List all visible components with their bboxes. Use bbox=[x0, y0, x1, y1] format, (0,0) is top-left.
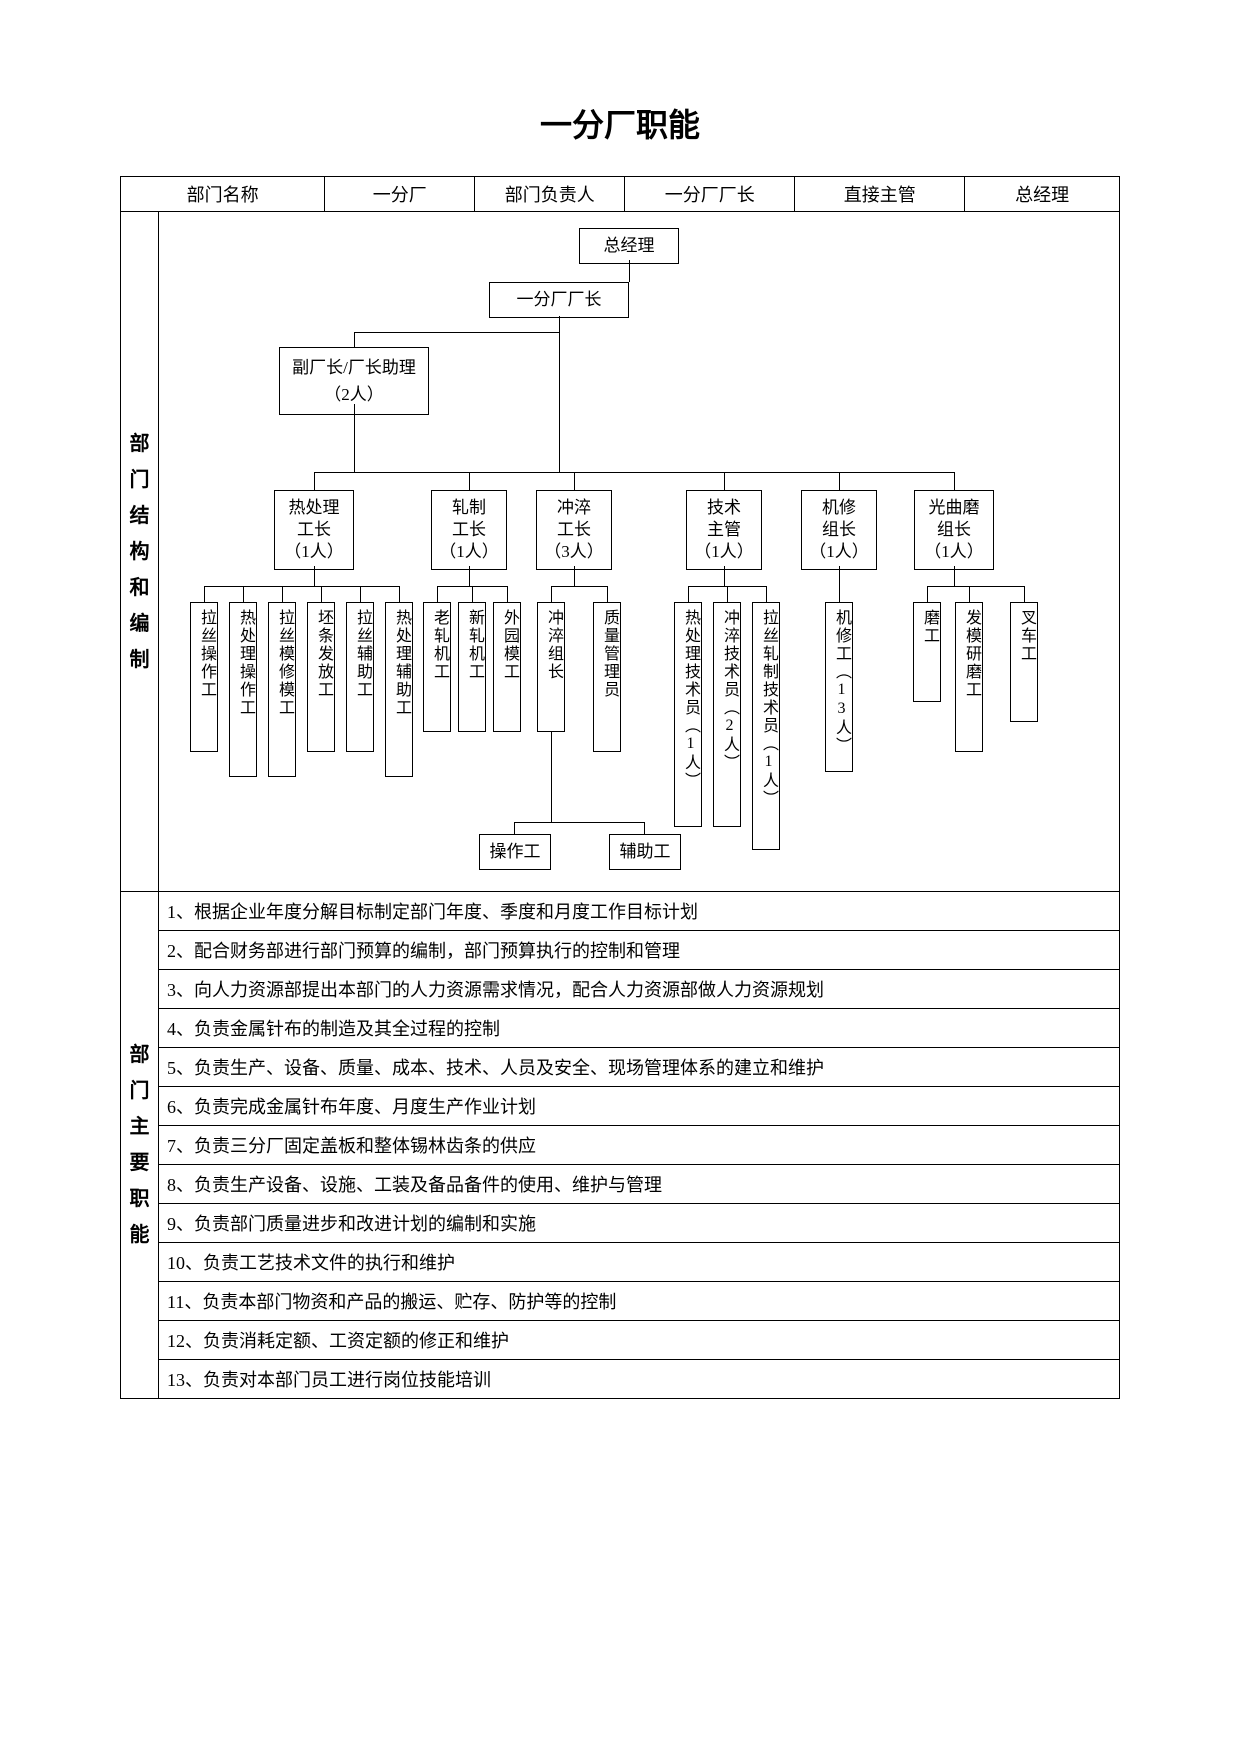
hdr-sup-label: 直接主管 bbox=[795, 177, 965, 212]
header-row: 部门名称 一分厂 部门负责人 一分厂厂长 直接主管 总经理 bbox=[121, 177, 1120, 212]
org-worker-02: 热处理操作工 bbox=[229, 602, 257, 777]
org-line bbox=[354, 404, 355, 472]
org-line bbox=[514, 822, 515, 834]
org-worker-08: 新轧机工 bbox=[458, 602, 486, 732]
org-line bbox=[321, 586, 322, 602]
org-line bbox=[551, 586, 552, 602]
org-line bbox=[559, 316, 560, 472]
org-box-bottom2: 辅助工 bbox=[609, 834, 681, 870]
func-row: 12、负责消耗定额、工资定额的修正和维护 bbox=[159, 1320, 1119, 1359]
org-line bbox=[927, 586, 1025, 587]
org-worker-03: 拉丝模修模工 bbox=[268, 602, 296, 777]
org-worker-14: 拉丝轧制技术员（1人） bbox=[752, 602, 780, 850]
func-row: 4、负责金属针布的制造及其全过程的控制 bbox=[159, 1008, 1119, 1047]
org-line bbox=[551, 732, 552, 822]
org-line bbox=[551, 586, 607, 587]
org-line bbox=[514, 822, 644, 823]
org-worker-09: 外园模工 bbox=[493, 602, 521, 732]
org-worker-04: 坯条发放工 bbox=[307, 602, 335, 752]
org-line bbox=[574, 472, 575, 490]
org-line bbox=[204, 586, 400, 587]
org-mgr-3: 冲淬 工长 （3人） bbox=[536, 490, 612, 570]
org-line bbox=[399, 586, 400, 602]
func-row: 6、负责完成金属针布年度、月度生产作业计划 bbox=[159, 1086, 1119, 1125]
org-line bbox=[469, 472, 470, 490]
org-line bbox=[360, 586, 361, 602]
org-line bbox=[629, 260, 630, 282]
org-line bbox=[204, 586, 205, 602]
org-mgr-1: 热处理 工长 （1人） bbox=[274, 490, 354, 570]
org-box-director: 一分厂厂长 bbox=[489, 282, 629, 318]
org-worker-06: 热处理辅助工 bbox=[385, 602, 413, 777]
org-line bbox=[607, 586, 608, 602]
org-line bbox=[243, 586, 244, 602]
org-chart-cell: 总经理 一分厂厂长 副厂长/厂长助理（2人） bbox=[159, 212, 1120, 892]
org-line bbox=[688, 586, 689, 602]
org-line bbox=[507, 586, 508, 602]
org-line bbox=[839, 586, 840, 602]
org-line bbox=[314, 472, 954, 473]
org-mgr-6: 光曲磨 组长 （1人） bbox=[914, 490, 994, 570]
func-row: 7、负责三分厂固定盖板和整体锡林齿条的供应 bbox=[159, 1125, 1119, 1164]
func-row: 3、向人力资源部提出本部门的人力资源需求情况，配合人力资源部做人力资源规划 bbox=[159, 969, 1119, 1008]
org-line bbox=[954, 566, 955, 586]
func-row: 13、负责对本部门员工进行岗位技能培训 bbox=[159, 1359, 1119, 1398]
org-line bbox=[727, 586, 728, 602]
page: 一分厂职能 部门名称 一分厂 部门负责人 一分厂厂长 直接主管 总经理 部门结构… bbox=[0, 0, 1240, 1459]
hdr-owner-value: 一分厂厂长 bbox=[625, 177, 795, 212]
main-table: 部门名称 一分厂 部门负责人 一分厂厂长 直接主管 总经理 部门结构和编制 总经… bbox=[120, 176, 1120, 1399]
org-line bbox=[644, 822, 645, 834]
org-line bbox=[472, 586, 473, 602]
org-line bbox=[354, 332, 355, 347]
org-chart: 总经理 一分厂厂长 副厂长/厂长助理（2人） bbox=[169, 222, 1109, 871]
org-line bbox=[314, 566, 315, 586]
org-worker-10: 冲淬组长 bbox=[537, 602, 565, 732]
org-line bbox=[314, 472, 315, 490]
func-row: 9、负责部门质量进步和改进计划的编制和实施 bbox=[159, 1203, 1119, 1242]
org-line bbox=[282, 586, 283, 602]
org-worker-18: 叉车工 bbox=[1010, 602, 1038, 722]
org-line bbox=[1024, 586, 1025, 602]
org-mgr-5: 机修 组长 （1人） bbox=[801, 490, 877, 570]
hdr-sup-value: 总经理 bbox=[965, 177, 1120, 212]
org-mgr-4: 技术 主管 （1人） bbox=[686, 490, 762, 570]
func-row: 5、负责生产、设备、质量、成本、技术、人员及安全、现场管理体系的建立和维护 bbox=[159, 1047, 1119, 1086]
org-worker-13: 冲淬技术员（2人） bbox=[713, 602, 741, 827]
org-worker-07: 老轧机工 bbox=[423, 602, 451, 732]
org-line bbox=[927, 586, 928, 602]
func-row: 10、负责工艺技术文件的执行和维护 bbox=[159, 1242, 1119, 1281]
hdr-dept-name-label: 部门名称 bbox=[121, 177, 325, 212]
org-line bbox=[469, 566, 470, 586]
org-worker-11: 质量管理员 bbox=[593, 602, 621, 752]
func-row: 11、负责本部门物资和产品的搬运、贮存、防护等的控制 bbox=[159, 1281, 1119, 1320]
org-worker-12: 热处理技术员（1人） bbox=[674, 602, 702, 827]
org-line bbox=[437, 586, 438, 602]
org-box-bottom1: 操作工 bbox=[479, 834, 551, 870]
func-row: 1、根据企业年度分解目标制定部门年度、季度和月度工作目标计划 bbox=[159, 892, 1119, 930]
org-line bbox=[574, 566, 575, 586]
org-line bbox=[766, 586, 767, 602]
org-line bbox=[724, 472, 725, 490]
side-header-structure: 部门结构和编制 bbox=[121, 212, 159, 892]
hdr-dept-name-value: 一分厂 bbox=[325, 177, 475, 212]
org-line bbox=[724, 566, 725, 586]
org-line bbox=[839, 566, 840, 586]
org-line bbox=[954, 472, 955, 490]
org-line bbox=[354, 332, 559, 333]
org-worker-05: 拉丝辅助工 bbox=[346, 602, 374, 752]
page-title: 一分厂职能 bbox=[120, 100, 1120, 146]
org-box-gm: 总经理 bbox=[579, 228, 679, 264]
org-mgr-2: 轧制 工长 （1人） bbox=[431, 490, 507, 570]
org-worker-01: 拉丝操作工 bbox=[190, 602, 218, 752]
functions-cell: 1、根据企业年度分解目标制定部门年度、季度和月度工作目标计划 2、配合财务部进行… bbox=[159, 892, 1120, 1399]
hdr-owner-label: 部门负责人 bbox=[475, 177, 625, 212]
func-row: 2、配合财务部进行部门预算的编制，部门预算执行的控制和管理 bbox=[159, 930, 1119, 969]
side-header-functions: 部门主要职能 bbox=[121, 892, 159, 1399]
func-row: 8、负责生产设备、设施、工装及备品备件的使用、维护与管理 bbox=[159, 1164, 1119, 1203]
org-line bbox=[969, 586, 970, 602]
org-line bbox=[839, 472, 840, 490]
org-worker-16: 磨工 bbox=[913, 602, 941, 702]
org-worker-15: 机修工（13人） bbox=[825, 602, 853, 772]
org-worker-17: 发模研磨工 bbox=[955, 602, 983, 752]
